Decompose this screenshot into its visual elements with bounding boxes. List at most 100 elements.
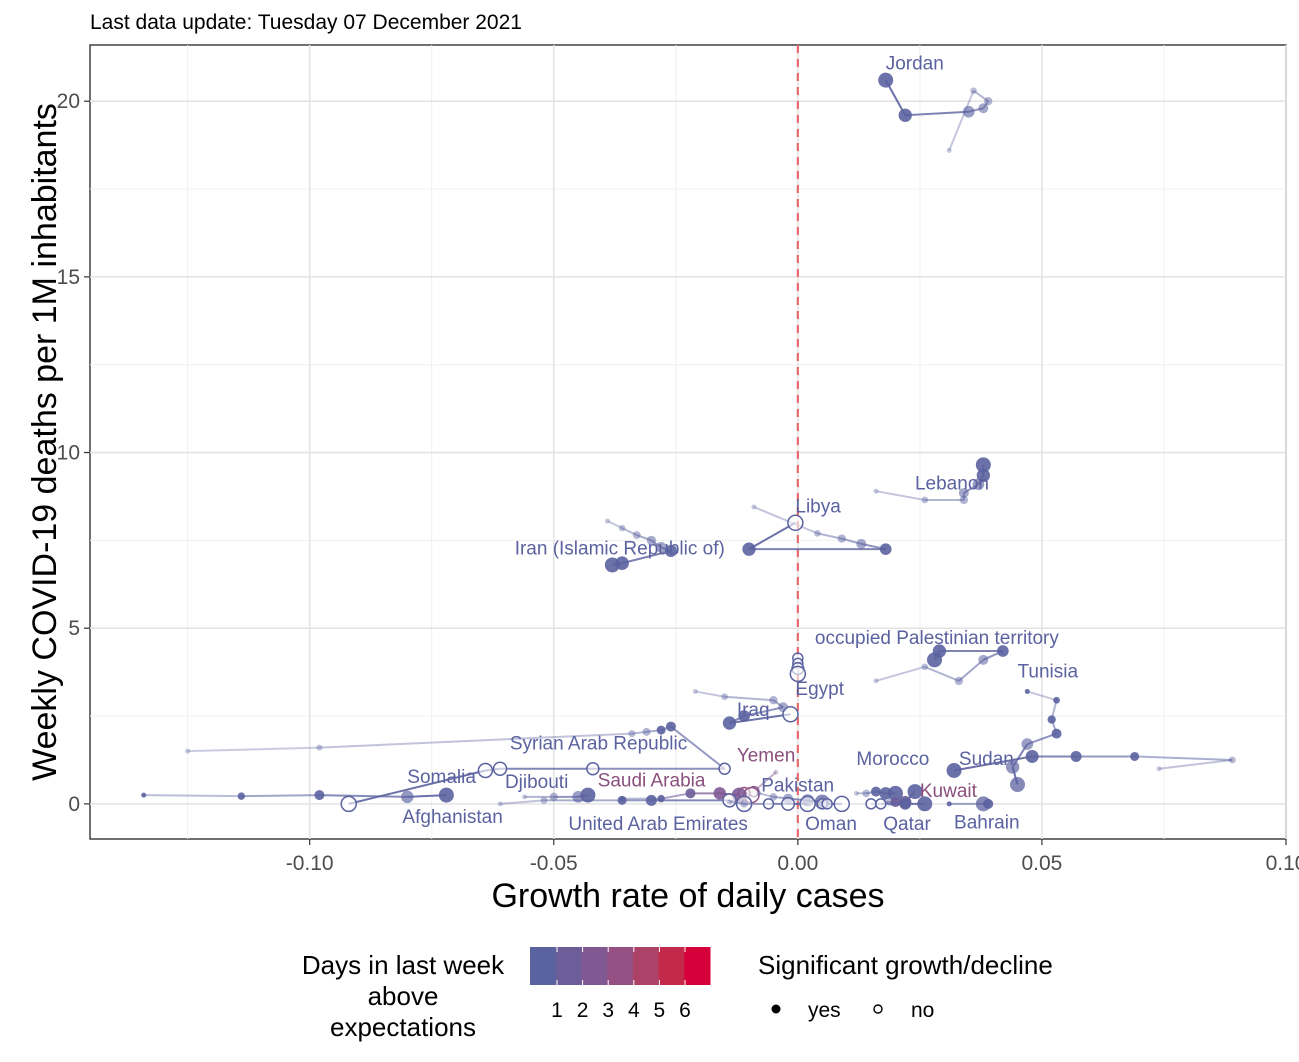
point-significant	[921, 496, 929, 504]
point-significant	[237, 792, 246, 800]
series-segment	[631, 730, 647, 735]
point-not-significant	[781, 796, 796, 811]
series-segment	[319, 794, 408, 798]
series-segment	[319, 732, 632, 749]
point-significant	[314, 790, 325, 801]
point-significant	[975, 796, 991, 812]
y-axis-title: Weekly COVID-19 deaths per 1M inhabitant…	[26, 103, 64, 781]
series-libya	[742, 504, 892, 556]
point-not-significant	[789, 665, 807, 683]
point-not-significant	[722, 793, 737, 808]
chart-subtitle: Last data update: Tuesday 07 December 20…	[90, 11, 522, 34]
label-oman: Oman	[805, 814, 857, 835]
series-segment	[875, 665, 926, 682]
series-segment	[187, 746, 320, 753]
series-occupied-palestinian-territory	[873, 644, 1009, 686]
point-significant	[890, 797, 901, 808]
series-segment	[621, 549, 672, 565]
series-segment	[241, 794, 320, 798]
series-segment	[958, 659, 984, 682]
label-somalia: Somalia	[407, 767, 476, 788]
label-morocco: Morocco	[856, 749, 929, 770]
series-segment	[758, 792, 774, 798]
series-egypt	[789, 652, 807, 683]
point-significant	[769, 793, 778, 801]
point-significant	[978, 103, 989, 114]
legend-no-label: no	[911, 999, 934, 1022]
series-iran-islamic-republic-of	[604, 518, 677, 573]
point-significant	[887, 785, 903, 801]
point-significant	[726, 799, 732, 805]
colorbar-segment	[581, 947, 608, 985]
point-significant	[604, 557, 620, 573]
country-labels: Jordan Lebanon Libya Iran (Islamic Republic…	[402, 54, 1078, 836]
series-segment	[1026, 690, 1057, 702]
label-iran-islamic-republic-of: Iran (Islamic Republic of)	[515, 538, 725, 559]
series-segment	[753, 506, 818, 535]
point-significant	[1024, 688, 1030, 694]
colorbar-segment	[607, 947, 634, 985]
colorbar-segment	[684, 947, 711, 985]
point-significant	[1130, 751, 1140, 761]
point-significant	[997, 645, 1009, 657]
point-significant	[316, 744, 323, 751]
point-not-significant	[586, 761, 600, 776]
point-significant	[978, 654, 989, 665]
point-not-significant	[718, 762, 731, 775]
point-significant	[1053, 696, 1060, 704]
series-segment	[670, 725, 726, 770]
label-kuwait: Kuwait	[920, 781, 978, 802]
point-significant	[853, 790, 859, 796]
colorbar-segment	[555, 947, 582, 985]
series-jordan	[878, 72, 993, 153]
series-tunisia	[1005, 688, 1062, 793]
colorbar-segment	[530, 947, 557, 985]
legend-colorbar	[530, 947, 711, 985]
x-tick-label: 0.05	[1021, 852, 1062, 875]
series-morocco	[853, 785, 903, 801]
point-significant	[645, 794, 657, 806]
point-significant	[617, 795, 627, 805]
point-significant	[958, 487, 969, 498]
point-significant	[946, 147, 952, 153]
point-significant	[722, 716, 737, 730]
point-significant	[959, 495, 968, 505]
point-not-significant	[477, 762, 494, 779]
legend-shape-title: Significant growth/decline	[758, 950, 1053, 980]
point-significant	[879, 543, 892, 555]
point-significant	[1021, 738, 1034, 750]
series-segment	[729, 713, 791, 725]
point-significant	[521, 794, 527, 800]
point-significant	[870, 786, 881, 797]
point-not-significant	[875, 798, 887, 810]
series-segment	[695, 690, 725, 698]
point-significant	[975, 457, 991, 473]
colorbar-label: 5	[654, 999, 666, 1022]
series-oman	[816, 795, 851, 813]
series-bahrain	[946, 796, 994, 812]
point-significant	[814, 530, 821, 537]
point-significant	[742, 542, 756, 556]
label-jordan: Jordan	[886, 54, 944, 75]
y-tick-label: 20	[57, 90, 80, 113]
point-significant	[646, 535, 657, 546]
colorbar-segment	[632, 947, 660, 985]
point-significant	[862, 789, 870, 798]
series-segment	[348, 769, 486, 805]
series-segment	[724, 695, 774, 702]
series-segment	[143, 794, 242, 798]
y-tick-label: 5	[68, 617, 80, 640]
point-significant	[497, 801, 503, 807]
series-segment	[875, 490, 925, 501]
point-not-significant	[833, 795, 851, 813]
label-tunisia: Tunisia	[1018, 661, 1079, 682]
series-segment	[924, 665, 960, 682]
y-tick-label: 0	[68, 793, 80, 816]
label-occupied-palestinian-territory: occupied Palestinian territory	[815, 628, 1059, 649]
point-significant	[185, 748, 191, 754]
point-significant	[604, 518, 610, 524]
plot-panel	[89, 44, 1287, 840]
series-somalia	[141, 787, 454, 804]
colorbar-label: 4	[628, 999, 640, 1022]
legend-significant-growth: Significant growth/decline yes no	[758, 950, 1053, 1022]
